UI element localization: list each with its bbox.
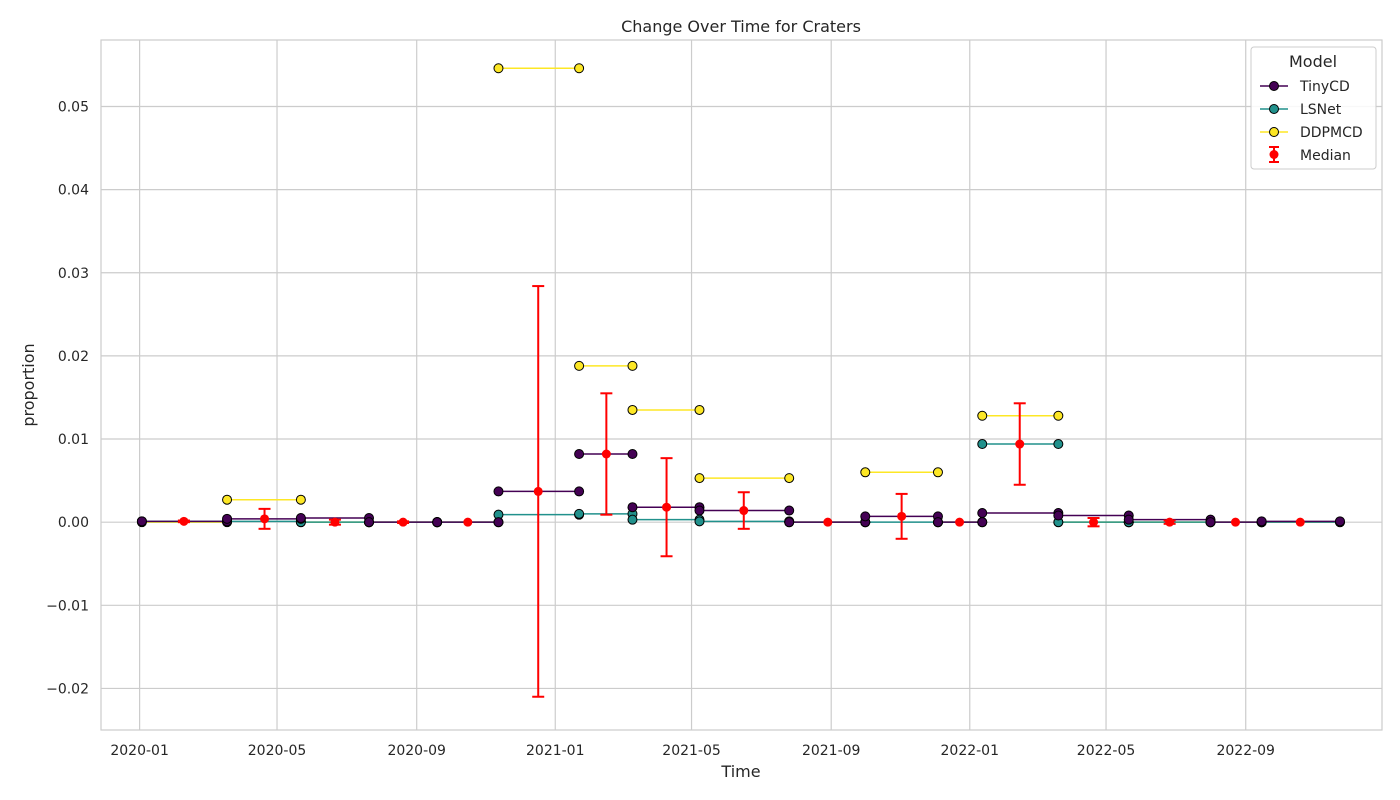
ddpmcd-point: [493, 63, 504, 74]
lsnet-point: [627, 514, 638, 525]
median-point: [1295, 517, 1305, 527]
chart-title: Change Over Time for Craters: [621, 17, 861, 36]
tinycd-point: [222, 513, 233, 524]
y-tick-label: −0.01: [46, 598, 89, 614]
ddpmcd-point: [574, 360, 585, 371]
median-point: [739, 506, 749, 516]
ddpmcd-point: [574, 63, 585, 74]
median-point: [330, 517, 340, 527]
lsnet-point: [977, 439, 988, 450]
series-median: [177, 285, 1305, 698]
y-tick-label: 0.01: [58, 432, 89, 448]
legend-marker-median: [1269, 150, 1279, 159]
x-axis-label: Time: [720, 762, 760, 781]
median-point: [463, 517, 473, 527]
tinycd-point: [574, 449, 585, 459]
tinycd-point: [574, 486, 585, 497]
median-point: [260, 514, 270, 524]
ddpmcd-point: [295, 494, 306, 505]
median-point: [398, 517, 408, 527]
median-point: [955, 517, 965, 527]
tinycd-point: [1334, 516, 1345, 527]
y-tick-label: 0.03: [58, 266, 89, 282]
legend-marker-ddpmcd: [1269, 127, 1279, 137]
plot-area: [136, 63, 1345, 698]
ddpmcd-point: [222, 494, 233, 505]
ddpmcd-point: [784, 473, 795, 484]
y-tick-label: 0.04: [58, 183, 89, 199]
median-point: [1089, 517, 1099, 527]
ddpmcd-point: [860, 467, 871, 478]
median-point: [179, 516, 189, 526]
legend-label-ddpmcd: DDPMCD: [1300, 125, 1363, 141]
ddpmcd-point: [627, 404, 638, 415]
median-point: [1165, 517, 1175, 527]
legend-box: [1250, 46, 1377, 170]
tinycd-point: [784, 505, 795, 516]
ddpmcd-point: [694, 473, 705, 484]
y-tick-label: −0.02: [46, 681, 89, 697]
tinycd-point: [1205, 517, 1216, 528]
ddpmcd-point: [694, 404, 705, 415]
tinycd-point: [364, 517, 375, 528]
tinycd-point: [977, 508, 988, 519]
x-tick-label: 2021-09: [802, 743, 861, 759]
tinycd-point: [694, 505, 705, 516]
median-point: [533, 486, 543, 496]
x-tick-label: 2022-09: [1216, 743, 1275, 759]
x-tick-label: 2021-05: [662, 743, 721, 759]
legend-label-lsnet: LSNet: [1300, 102, 1342, 118]
ddpmcd-point: [977, 410, 988, 421]
y-axis-label: proportion: [19, 343, 38, 426]
legend-marker-lsnet: [1269, 104, 1279, 114]
median-point: [662, 502, 672, 512]
y-tick-label: 0.02: [58, 349, 89, 365]
median-point: [1231, 517, 1241, 527]
legend: Model TinyCD LSNet DDPMCD Median: [1250, 46, 1377, 170]
median-point: [897, 511, 907, 521]
x-tick-label: 2020-05: [248, 743, 307, 759]
tinycd-point: [295, 513, 306, 524]
lsnet-point: [574, 508, 585, 519]
median-point: [823, 517, 833, 527]
ddpmcd-point: [627, 360, 638, 371]
tinycd-point: [1123, 514, 1134, 525]
legend-title: Model: [1289, 52, 1337, 71]
x-tick-label: 2021-01: [526, 743, 585, 759]
median-point: [601, 449, 611, 459]
points-tinycd: [136, 449, 1345, 528]
tinycd-point: [627, 502, 638, 513]
lsnet-point: [1053, 439, 1064, 450]
y-tick-label: 0.00: [58, 515, 89, 531]
tinycd-point: [932, 517, 943, 528]
ddpmcd-point: [1053, 410, 1064, 421]
y-tick-label: 0.05: [58, 100, 89, 116]
legend-label-tinycd: TinyCD: [1299, 79, 1350, 95]
x-tick-label: 2022-05: [1077, 743, 1136, 759]
ddpmcd-point: [932, 467, 943, 478]
tinycd-point: [136, 516, 147, 527]
x-tick-label: 2020-01: [110, 743, 169, 759]
lsnet-point: [694, 516, 705, 527]
median-point: [1015, 439, 1025, 449]
legend-marker-tinycd: [1269, 81, 1279, 91]
tick-labels: 2020-01 2020-05 2020-09 2021-01 2021-05 2021-…: [46, 100, 1275, 759]
tinycd-point: [627, 449, 638, 459]
x-tick-label: 2022-01: [941, 743, 1000, 759]
tinycd-point: [784, 517, 795, 528]
tinycd-point: [493, 517, 504, 528]
tinycd-point: [1256, 516, 1267, 527]
tinycd-point: [432, 517, 443, 528]
x-tick-label: 2020-09: [387, 743, 446, 759]
tinycd-point: [1053, 510, 1064, 521]
axes-frame: [100, 39, 1383, 731]
tinycd-point: [860, 511, 871, 522]
tinycd-point: [493, 486, 504, 497]
legend-label-median: Median: [1300, 148, 1351, 164]
tinycd-point: [977, 517, 988, 528]
